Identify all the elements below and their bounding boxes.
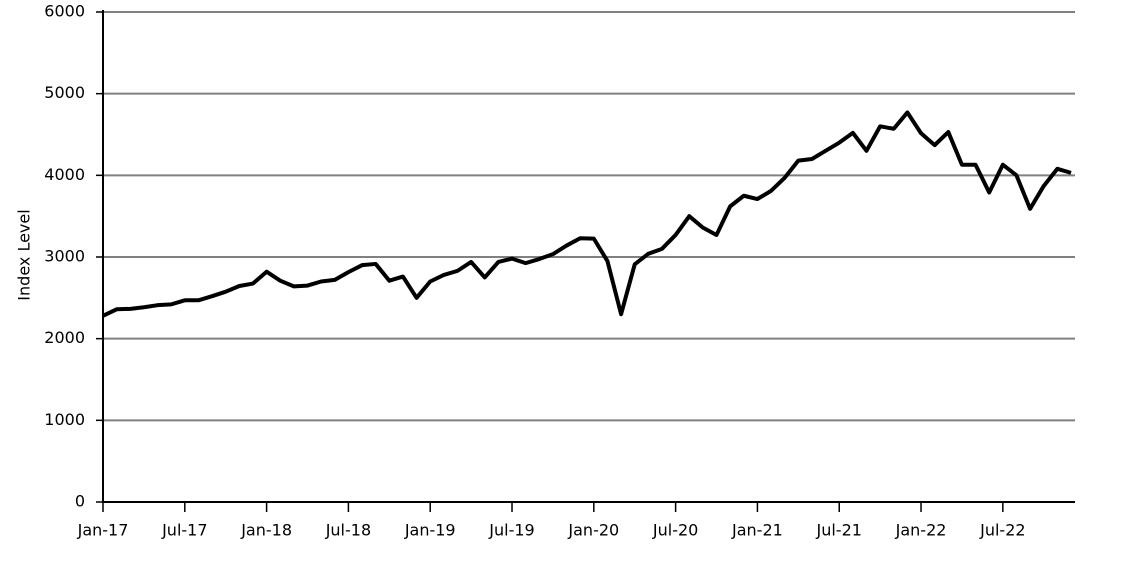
x-tick-label: Jul-22: [979, 521, 1025, 540]
y-tick-label: 6000: [44, 2, 85, 21]
x-tick-label: Jul-21: [816, 521, 862, 540]
x-tick-label: Jul-18: [325, 521, 371, 540]
y-axis-label: Index Level: [15, 209, 34, 300]
x-tick-label: Jul-19: [488, 521, 534, 540]
y-tick-label: 3000: [44, 247, 85, 266]
y-tick-label: 0: [75, 492, 85, 511]
y-tick-label: 2000: [44, 328, 85, 347]
x-tick-label: Jul-20: [652, 521, 698, 540]
x-tick-label: Jan-18: [240, 521, 292, 540]
y-tick-label: 5000: [44, 83, 85, 102]
x-tick-label: Jan-19: [404, 521, 456, 540]
x-tick-label: Jan-17: [77, 521, 129, 540]
y-tick-label: 4000: [44, 165, 85, 184]
y-tick-label: 1000: [44, 410, 85, 429]
index-line: [102, 110, 1072, 318]
x-tick-label: Jul-17: [161, 521, 207, 540]
x-tick-label: Jan-20: [567, 521, 619, 540]
x-tick-label: Jan-22: [895, 521, 947, 540]
x-tick-label: Jan-21: [731, 521, 783, 540]
